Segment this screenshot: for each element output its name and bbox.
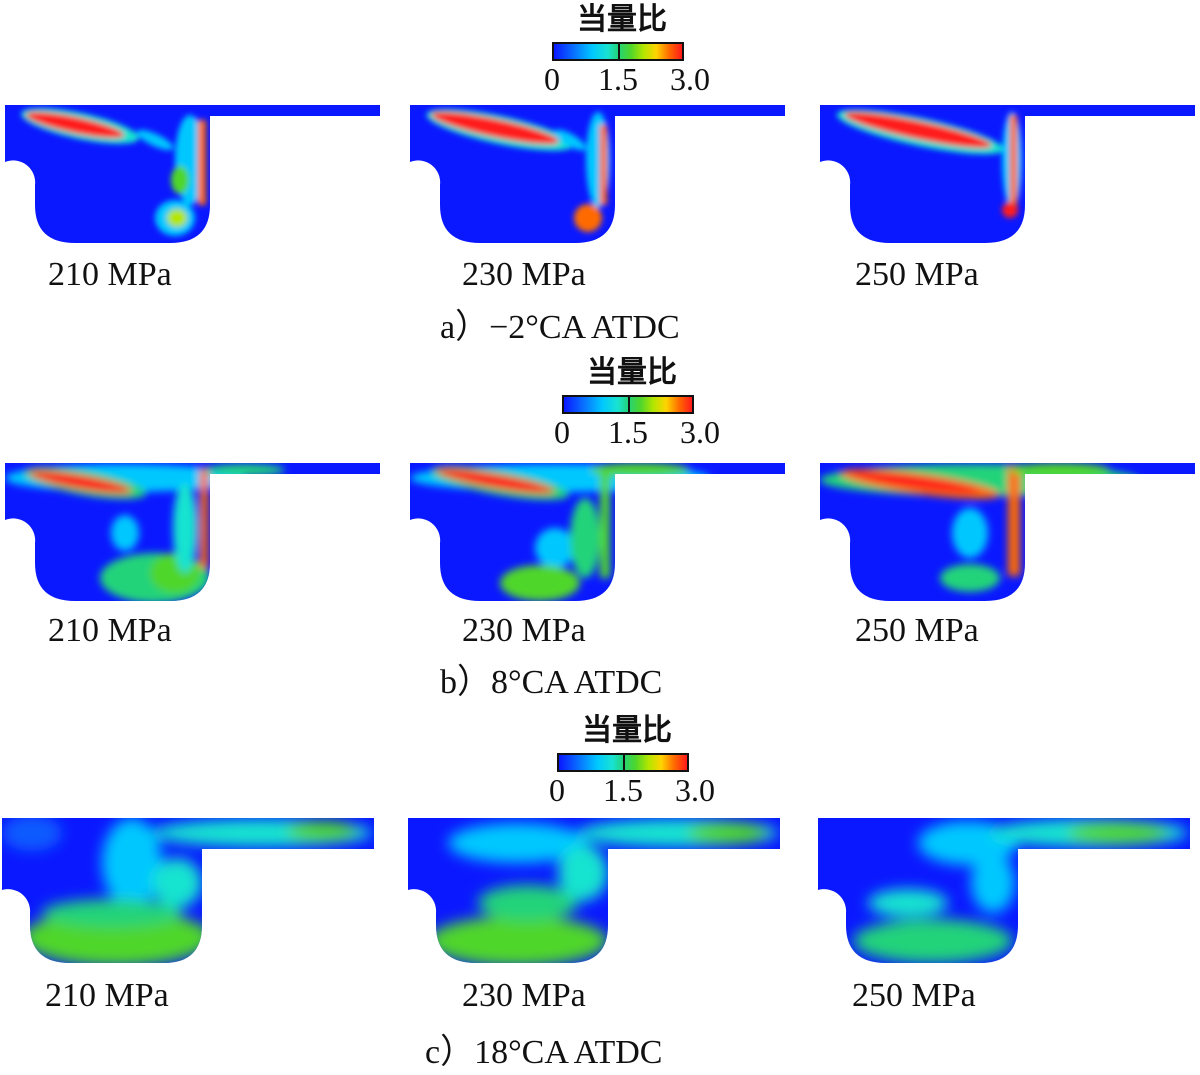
panel-label: 210 MPa <box>48 612 172 649</box>
contour-b-230 <box>410 458 790 608</box>
contour-c-250 <box>818 813 1198 973</box>
colorbar-legend-c: 当量比 0 1.5 3.0 <box>549 713 737 808</box>
contour-b-210 <box>5 458 385 608</box>
panel-label: 210 MPa <box>48 256 172 293</box>
colorbar-midline <box>628 395 630 414</box>
contour-c-230 <box>408 813 788 973</box>
colorbar-midline <box>618 42 620 61</box>
tick-1-5: 1.5 <box>603 772 643 808</box>
panel-label: 250 MPa <box>855 256 979 293</box>
tick-1-5: 1.5 <box>598 61 638 97</box>
tick-0: 0 <box>554 414 570 450</box>
contour-b-250 <box>820 458 1200 608</box>
caption-b: b）8°CA ATDC <box>440 664 663 701</box>
panel-label: 230 MPa <box>462 256 586 293</box>
row-a: 当量比 0 1.5 3.0 <box>0 0 1200 350</box>
contour-a-250 <box>820 100 1200 250</box>
colorbar-legend-b: 当量比 0 1.5 3.0 <box>554 355 742 450</box>
caption-c: c）18°CA ATDC <box>425 1034 663 1071</box>
panel-label: 250 MPa <box>855 612 979 649</box>
panel-label: 230 MPa <box>462 977 586 1014</box>
tick-3-0: 3.0 <box>675 772 715 808</box>
tick-3-0: 3.0 <box>670 61 710 97</box>
legend-title: 当量比 <box>587 355 677 390</box>
contour-a-230 <box>410 100 790 250</box>
colorbar-legend-a: 当量比 0 1.5 3.0 <box>544 2 732 97</box>
tick-0: 0 <box>544 61 560 97</box>
row-c: 当量比 0 1.5 3.0 <box>0 713 1200 1075</box>
caption-a: a）−2°CA ATDC <box>440 309 680 346</box>
colorbar-midline <box>623 753 625 772</box>
legend-title: 当量比 <box>577 2 667 37</box>
contour-a-210 <box>5 100 385 250</box>
panel-label: 250 MPa <box>852 977 976 1014</box>
row-b: 当量比 0 1.5 3.0 <box>0 355 1200 710</box>
tick-1-5: 1.5 <box>608 414 648 450</box>
tick-3-0: 3.0 <box>680 414 720 450</box>
tick-0: 0 <box>549 772 565 808</box>
legend-title: 当量比 <box>582 713 672 748</box>
panel-label: 230 MPa <box>462 612 586 649</box>
contour-c-210 <box>2 813 382 973</box>
panel-label: 210 MPa <box>45 977 169 1014</box>
